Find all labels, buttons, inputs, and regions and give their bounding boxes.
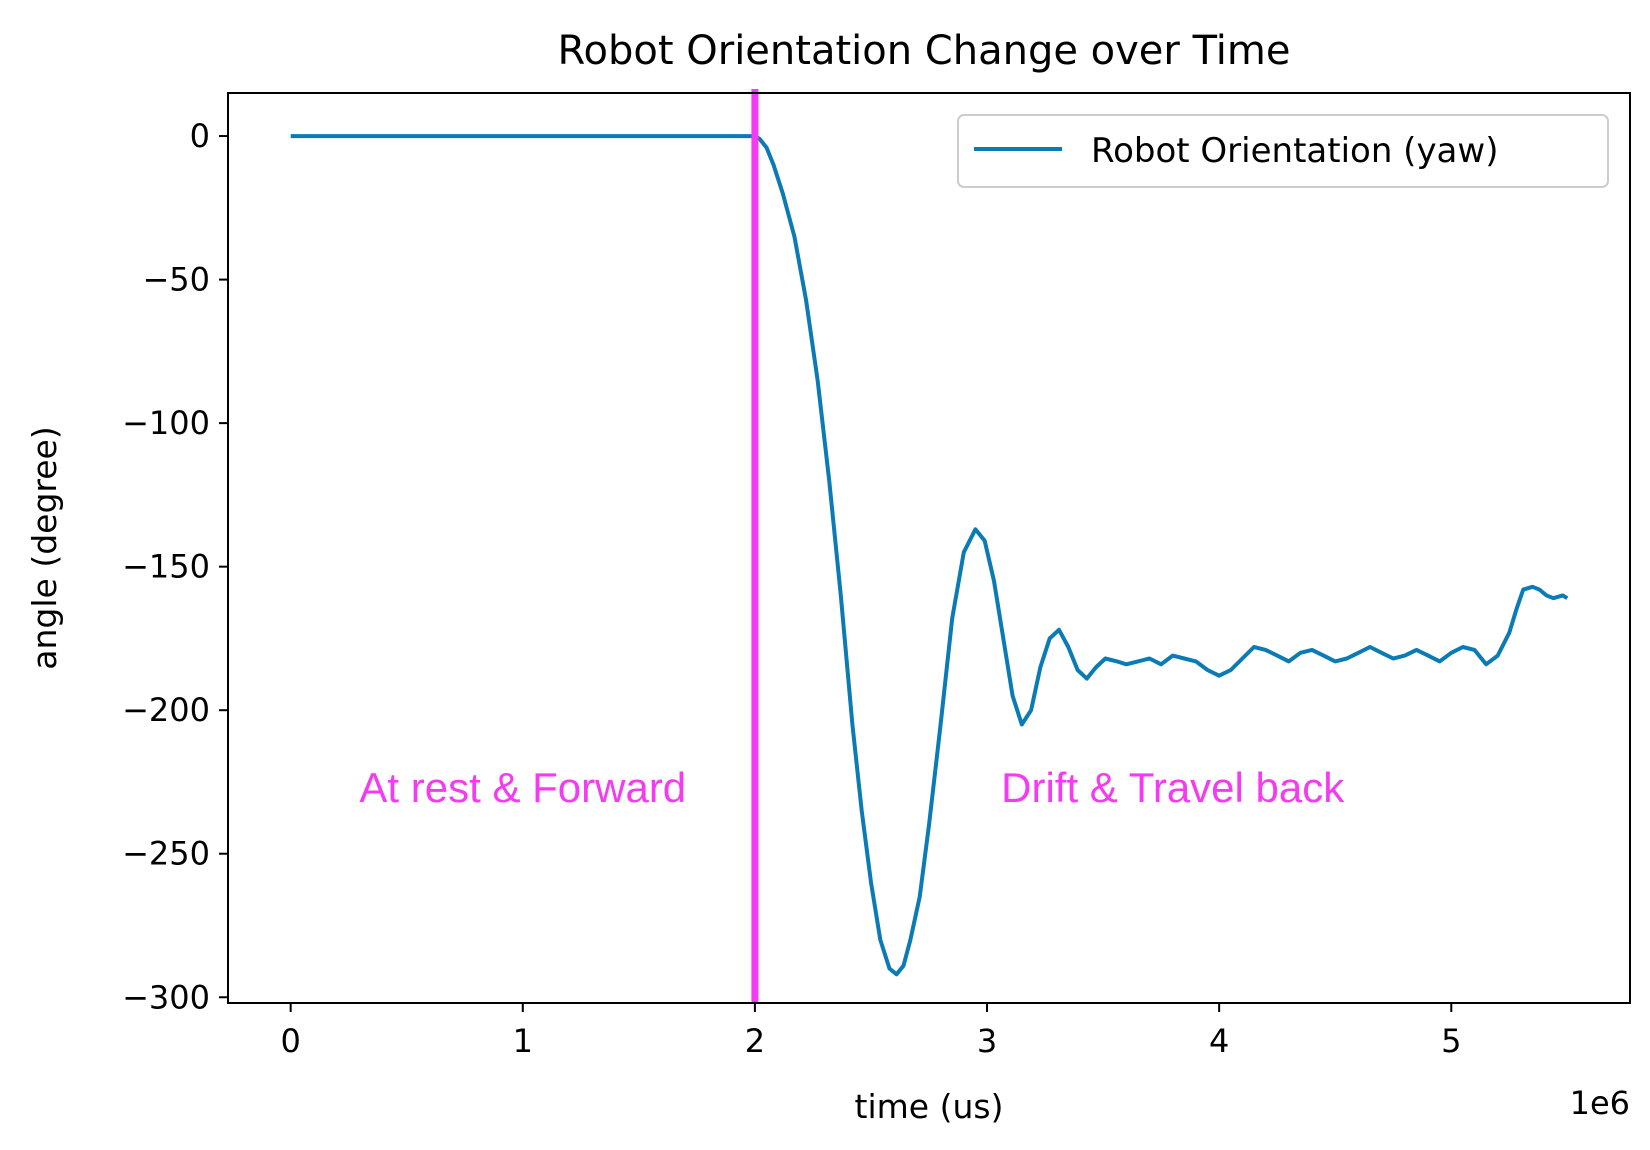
y-tick-label: 0 bbox=[190, 117, 210, 155]
phase-annotation-label: Drift & Travel back bbox=[1001, 764, 1345, 811]
x-axis-label: time (us) bbox=[855, 1087, 1004, 1126]
x-tick-label: 0 bbox=[280, 1022, 300, 1060]
y-tick-label: −50 bbox=[142, 261, 210, 299]
x-tick-label: 1 bbox=[513, 1022, 533, 1060]
plot-area bbox=[290, 89, 1569, 1003]
plot-frame bbox=[227, 92, 1631, 1004]
legend-entry: Robot Orientation (yaw) bbox=[1091, 131, 1498, 171]
x-axis-offset-label: 1e6 bbox=[1570, 1084, 1630, 1122]
y-axis-label: angle (degree) bbox=[25, 426, 64, 669]
y-tick-label: −150 bbox=[122, 548, 210, 586]
y-tick-label: −100 bbox=[122, 404, 210, 442]
legend: Robot Orientation (yaw) bbox=[957, 114, 1609, 188]
y-tick-label: −250 bbox=[122, 835, 210, 873]
x-axis: 0 1 2 3 4 5 bbox=[280, 1003, 1461, 1060]
x-tick-label: 4 bbox=[1209, 1022, 1229, 1060]
y-tick-label: −200 bbox=[122, 691, 210, 729]
phase-annotation-label: At rest & Forward bbox=[359, 764, 686, 811]
x-tick-label: 5 bbox=[1441, 1022, 1461, 1060]
y-axis: 0 −50 −100 −150 −200 −250 −300 bbox=[122, 117, 228, 1016]
x-tick-label: 3 bbox=[977, 1022, 997, 1060]
chart-title: Robot Orientation Change over Time bbox=[558, 28, 1291, 74]
legend-frame bbox=[957, 114, 1609, 188]
y-tick-label: −300 bbox=[122, 978, 210, 1016]
series-line-robot-orientation bbox=[290, 134, 1569, 977]
annotations: At rest & Forward Drift & Travel back bbox=[359, 764, 1345, 811]
x-tick-label: 2 bbox=[745, 1022, 765, 1060]
